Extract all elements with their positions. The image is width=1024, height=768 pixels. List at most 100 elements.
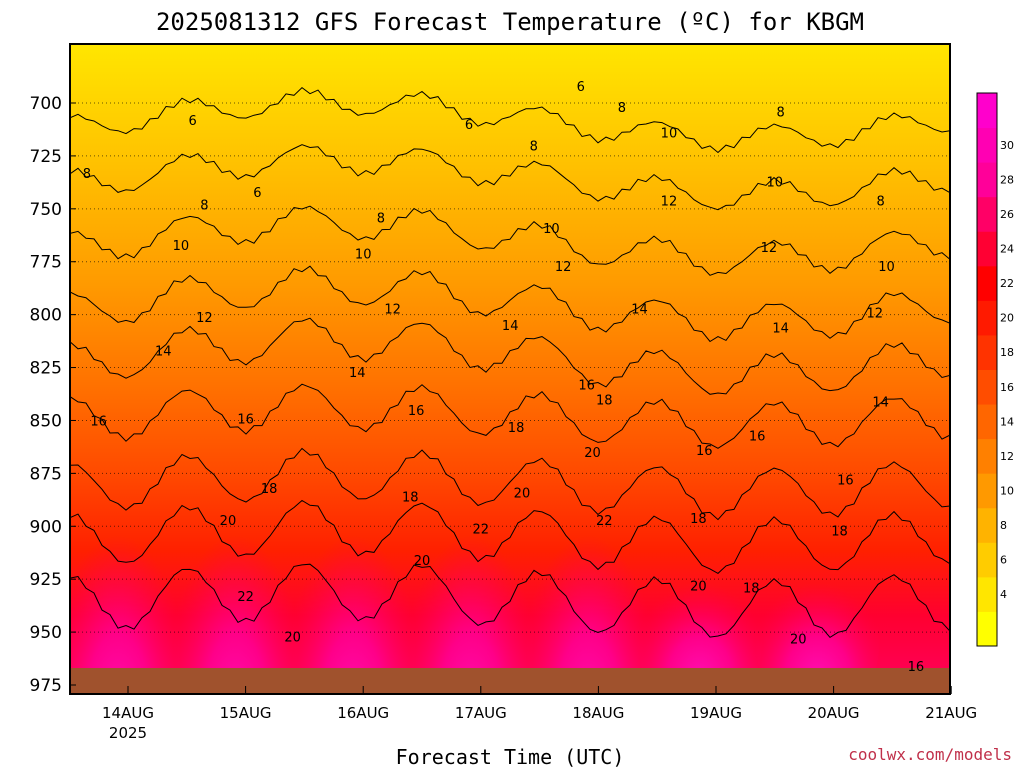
colorbar-swatch bbox=[977, 196, 997, 232]
contour-label: 10 bbox=[173, 239, 190, 254]
contour-label: 20 bbox=[220, 514, 237, 529]
contour-label: 12 bbox=[555, 260, 572, 275]
contour-label: 22 bbox=[237, 590, 254, 605]
contour-label: 16 bbox=[696, 444, 713, 459]
contour-label: 18 bbox=[402, 491, 419, 506]
contour-label: 10 bbox=[355, 247, 372, 262]
contour-label: 16 bbox=[408, 404, 425, 419]
contour-label: 20 bbox=[584, 446, 601, 461]
contour-label: 8 bbox=[530, 139, 538, 154]
colorbar-label: 12 bbox=[1000, 450, 1014, 463]
y-tick-label: 700 bbox=[30, 94, 62, 114]
contour-label: 16 bbox=[578, 378, 595, 393]
contour-label: 14 bbox=[155, 345, 172, 360]
x-tick-label: 15AUG bbox=[220, 704, 272, 722]
colorbar-swatch bbox=[977, 127, 997, 163]
contour-label: 14 bbox=[872, 395, 889, 410]
y-tick-label: 975 bbox=[30, 676, 62, 696]
colorbar-label: 4 bbox=[1000, 588, 1007, 601]
contour-label: 20 bbox=[790, 632, 807, 647]
isotherm-14 bbox=[70, 317, 950, 395]
colorbar-label: 20 bbox=[1000, 312, 1014, 325]
contour-label: 18 bbox=[831, 525, 848, 540]
colorbar-swatch bbox=[977, 162, 997, 198]
contour-label: 16 bbox=[749, 429, 766, 444]
contour-label: 22 bbox=[596, 514, 613, 529]
colorbar-swatch bbox=[977, 265, 997, 301]
colorbar-label: 6 bbox=[1000, 554, 1007, 567]
colorbar-swatch bbox=[977, 300, 997, 336]
colorbar-label: 8 bbox=[1000, 519, 1007, 532]
contour-labels: 6 6 6 6 8 8 8 8 8 8 8 10 10 10 10 10 10 12 12 12 12 12 12 14 14 1… bbox=[83, 80, 924, 675]
contour-label: 6 bbox=[189, 114, 197, 129]
x-tick-label: 20AUG bbox=[808, 704, 860, 722]
chart-title: 2025081312 GFS Forecast Temperature (ºC)… bbox=[156, 8, 864, 36]
isotherm-lines bbox=[70, 86, 950, 639]
contour-label: 8 bbox=[83, 167, 91, 182]
contour-label: 18 bbox=[596, 393, 613, 408]
contour-label: 18 bbox=[508, 421, 525, 436]
colorbar-label: 10 bbox=[1000, 484, 1014, 497]
warm-cell bbox=[408, 490, 533, 694]
colorbar-label: 30 bbox=[1000, 139, 1014, 152]
contour-label: 20 bbox=[690, 580, 707, 595]
x-tick-label: 14AUG bbox=[102, 704, 154, 722]
contour-label: 12 bbox=[384, 302, 401, 317]
y-tick-label: 900 bbox=[30, 517, 62, 537]
contour-label: 18 bbox=[690, 512, 707, 527]
colorbar-swatch bbox=[977, 542, 997, 578]
colorbar: 4 6 8 10 12 14 16 18 20 22 24 26 28 30 bbox=[976, 92, 1014, 647]
colorbar-frame bbox=[976, 92, 998, 647]
x-tick-label: 21AUG bbox=[925, 704, 977, 722]
y-tick-label: 800 bbox=[30, 306, 62, 326]
warm-cell bbox=[755, 557, 880, 694]
contour-label: 14 bbox=[631, 302, 648, 317]
x-tick-label: 19AUG bbox=[690, 704, 742, 722]
contour-label: 20 bbox=[514, 486, 531, 501]
colorbar-swatch bbox=[977, 576, 997, 612]
contour-label: 8 bbox=[876, 194, 884, 209]
isotherm-20 bbox=[70, 499, 950, 575]
isotherm-18 bbox=[70, 447, 950, 521]
contour-label: 8 bbox=[377, 211, 385, 226]
contour-label: 16 bbox=[908, 660, 925, 675]
colorbar-label: 14 bbox=[1000, 415, 1014, 428]
contour-label: 10 bbox=[878, 260, 895, 275]
y-tick-label: 775 bbox=[30, 253, 62, 273]
y-tick-label: 875 bbox=[30, 464, 62, 484]
contour-label: 12 bbox=[866, 307, 883, 322]
credit-text: coolwx.com/models bbox=[848, 745, 1012, 764]
colorbar-swatch bbox=[977, 611, 997, 647]
isotherm-10 bbox=[70, 205, 950, 276]
colorbar-swatch bbox=[977, 473, 997, 509]
ground-surface bbox=[70, 668, 950, 694]
contour-label: 8 bbox=[200, 199, 208, 214]
warm-cell bbox=[173, 490, 298, 694]
contour-label: 22 bbox=[473, 522, 490, 537]
x-tick-label: 17AUG bbox=[455, 704, 507, 722]
contour-label: 18 bbox=[261, 482, 278, 497]
y-tick-label: 750 bbox=[30, 200, 62, 220]
isotherm-22 bbox=[70, 563, 950, 639]
contour-label: 18 bbox=[743, 582, 760, 597]
x-tick-sublabel: 2025 bbox=[109, 724, 147, 742]
plot-frame bbox=[69, 43, 951, 695]
contour-label: 8 bbox=[618, 101, 626, 116]
contour-label: 12 bbox=[196, 311, 213, 326]
contour-label: 10 bbox=[661, 127, 678, 142]
contour-label: 12 bbox=[661, 194, 678, 209]
contour-label: 10 bbox=[767, 175, 784, 190]
y-tick-label: 825 bbox=[30, 359, 62, 379]
colorbar-swatch bbox=[977, 334, 997, 370]
colorbar-swatch bbox=[977, 507, 997, 543]
y-tick-label: 725 bbox=[30, 147, 62, 167]
warm-cells bbox=[70, 490, 880, 694]
isotherm-8 bbox=[70, 144, 950, 211]
contour-label: 16 bbox=[90, 414, 107, 429]
colorbar-label: 16 bbox=[1000, 381, 1014, 394]
contour-label: 10 bbox=[543, 222, 560, 237]
colorbar-label: 26 bbox=[1000, 208, 1014, 221]
colorbar-swatch bbox=[977, 438, 997, 474]
x-tick-label: 18AUG bbox=[572, 704, 624, 722]
